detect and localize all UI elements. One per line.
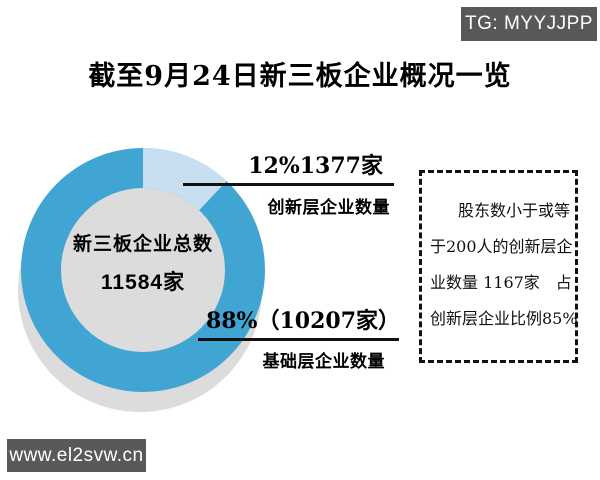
site-watermark-text: www.el2svw.cn bbox=[9, 444, 144, 466]
base-tier-value: 88%（10207家） bbox=[205, 308, 400, 334]
site-watermark-badge: www.el2svw.cn bbox=[7, 439, 146, 472]
donut-center-title: 新三板企业总数 bbox=[72, 234, 213, 255]
innovation-tier-leader-line bbox=[183, 183, 394, 186]
innovation-tier-label: 创新层企业数量 bbox=[267, 198, 390, 217]
innovation-tier-value: 12%1377家 bbox=[248, 153, 383, 179]
note-line: 业数量 1167家 占 bbox=[430, 273, 572, 292]
donut-center-total: 11584家 bbox=[100, 271, 186, 294]
donut-center-label: 新三板企业总数 11584家 bbox=[43, 229, 243, 296]
note-line: 创新层企业比例85% bbox=[430, 309, 578, 328]
base-tier-leader-line bbox=[198, 338, 399, 341]
shareholder-note-box: 股东数小于或等 于200人的创新层企 业数量 1167家 占 创新层企业比例85… bbox=[419, 170, 578, 363]
note-line: 于200人的创新层企 bbox=[430, 237, 573, 256]
tg-watermark-text: TG: MYYJJPP bbox=[465, 13, 593, 34]
donut-slice-innovation-tier bbox=[21, 148, 265, 392]
base-tier-label: 基础层企业数量 bbox=[262, 352, 385, 371]
note-line: 股东数小于或等 bbox=[458, 201, 571, 220]
page-title: 截至9月24日新三板企业概况一览 bbox=[88, 61, 512, 92]
tg-watermark-badge: TG: MYYJJPP bbox=[461, 7, 597, 41]
